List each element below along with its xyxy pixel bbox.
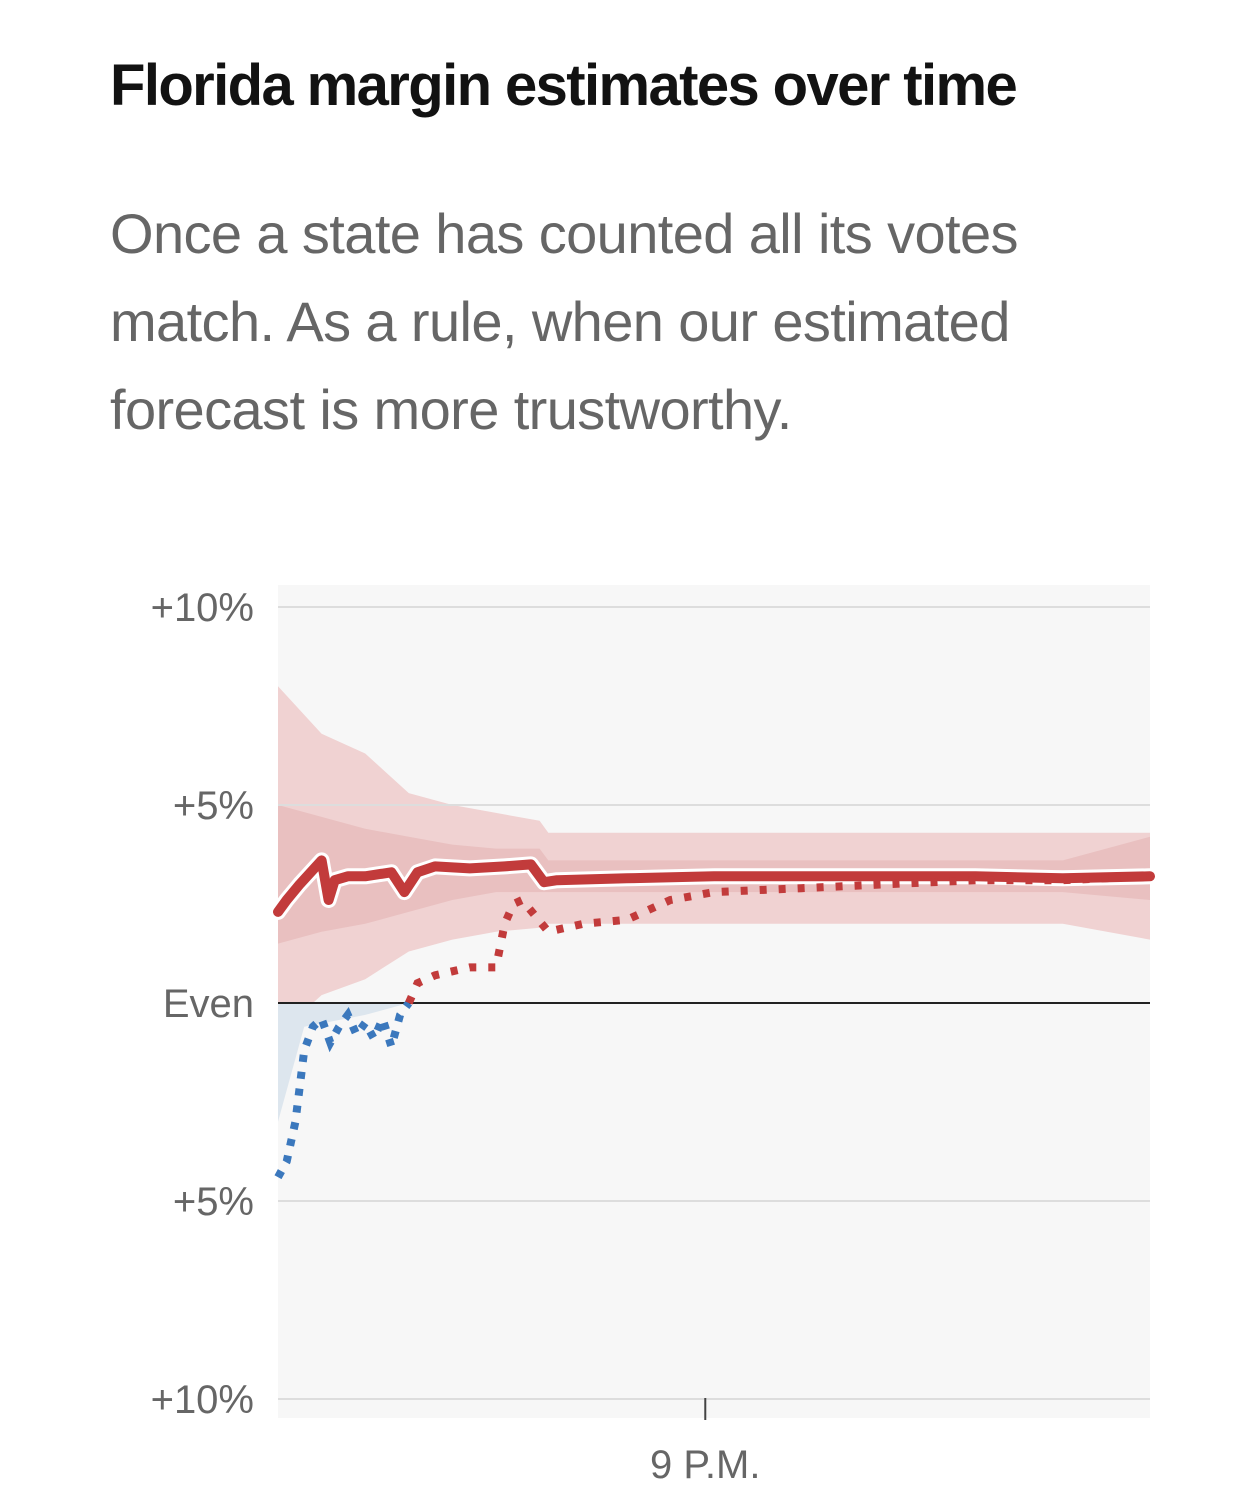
y-axis: +10% +5% Even +5% +10% [151, 586, 254, 1422]
y-tick-label-3: +5% [173, 1180, 254, 1224]
dem-band [278, 1003, 409, 1122]
x-axis: 9 P.M. [650, 1398, 760, 1487]
subtitle-line-2: match. As a rule, when our estimated [110, 290, 1010, 353]
plot-background [278, 585, 1150, 1418]
y-tick-label-4: +10% [151, 1378, 254, 1422]
subtitle-line-3: forecast is more trustworthy. [110, 378, 792, 441]
gridlines [278, 606, 1150, 1400]
chart-subtitle: Once a state has counted all its votes m… [110, 190, 1252, 454]
y-tick-label-2: Even [163, 982, 254, 1026]
series-solid-line [273, 855, 1155, 917]
y-tick-label-1: +5% [173, 784, 254, 828]
subtitle-line-1: Once a state has counted all its votes [110, 202, 1019, 265]
x-tick-label-0: 9 P.M. [650, 1443, 760, 1487]
series-lines [270, 852, 1158, 1180]
y-tick-label-0: +10% [151, 586, 254, 630]
chart-title: Florida margin estimates over time [110, 53, 1018, 118]
series-dotted-rep [405, 872, 1151, 1005]
